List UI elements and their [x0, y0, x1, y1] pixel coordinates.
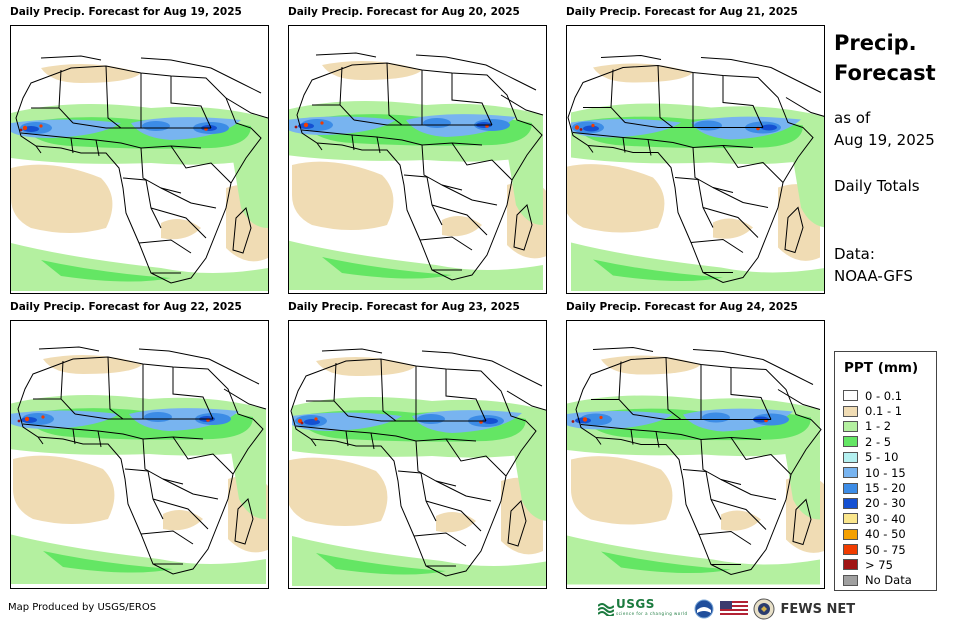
data-source-label: Data:	[834, 245, 875, 263]
data-source: Data: NOAA-GFS	[834, 243, 913, 287]
daily-totals-label: Daily Totals	[834, 177, 920, 195]
legend-label: 5 - 10	[865, 450, 899, 465]
sidebar-title: Precip. Forecast	[834, 28, 936, 88]
legend-label: 1 - 2	[865, 419, 892, 434]
legend-swatch	[843, 497, 858, 509]
precip-map	[288, 25, 547, 294]
legend-swatch	[843, 528, 858, 540]
data-source-value: NOAA-GFS	[834, 267, 913, 285]
panel-title: Daily Precip. Forecast for Aug 21, 2025	[566, 6, 798, 18]
legend-label: 30 - 40	[865, 511, 906, 526]
legend-row: 0 - 0.1	[843, 388, 912, 403]
legend-label: 0.1 - 1	[865, 404, 903, 419]
usgs-tagline: science for a changing world	[616, 611, 688, 616]
usgs-logo: USGS science for a changing world	[598, 597, 688, 619]
legend-swatch	[843, 436, 858, 448]
legend-label: > 75	[865, 557, 893, 572]
sidebar-title-line1: Precip.	[834, 31, 917, 55]
legend-swatch	[843, 451, 858, 463]
legend-row: 10 - 15	[843, 465, 912, 480]
africa-map	[289, 52, 546, 290]
as-of-value: Aug 19, 2025	[834, 131, 935, 149]
as-of-label: as of	[834, 109, 871, 127]
precip-map	[566, 25, 825, 294]
legend-row: 15 - 20	[843, 480, 912, 495]
precip-map	[10, 320, 269, 589]
legend-swatch	[843, 574, 858, 586]
panel-title: Daily Precip. Forecast for Aug 20, 2025	[288, 6, 520, 18]
us-flag-icon	[719, 601, 748, 617]
legend-row: 40 - 50	[843, 527, 912, 542]
fews-net-logo: FEWS NET	[780, 601, 856, 617]
legend-title: PPT (mm)	[844, 360, 919, 376]
usgs-logo-text: USGS	[616, 597, 655, 611]
legend-swatch	[843, 559, 858, 571]
legend-row: 0.1 - 1	[843, 403, 912, 418]
panel-title: Daily Precip. Forecast for Aug 19, 2025	[10, 6, 242, 18]
legend-swatch	[843, 420, 858, 432]
as-of-date: as of Aug 19, 2025	[834, 107, 935, 151]
legend-label: 50 - 75	[865, 542, 906, 557]
legend-label: 0 - 0.1	[865, 388, 903, 403]
legend-row: No Data	[843, 573, 912, 588]
legend-row: 30 - 40	[843, 511, 912, 526]
africa-map	[289, 348, 546, 586]
africa-map	[11, 55, 268, 291]
legend-label: 15 - 20	[865, 481, 906, 496]
legend-label: No Data	[865, 573, 912, 588]
noaa-logo-icon	[694, 599, 714, 619]
legend-row: 50 - 75	[843, 542, 912, 557]
map-credit: Map Produced by USGS/EROS	[8, 602, 157, 613]
panel-title: Daily Precip. Forecast for Aug 22, 2025	[10, 301, 242, 313]
precip-map	[10, 25, 269, 294]
logo-bar: USGS science for a changing world FEWS N…	[598, 598, 855, 620]
legend-row: 5 - 10	[843, 450, 912, 465]
africa-map	[567, 54, 824, 291]
legend-row: 1 - 2	[843, 419, 912, 434]
legend-label: 2 - 5	[865, 434, 892, 449]
panel-title: Daily Precip. Forecast for Aug 23, 2025	[288, 301, 520, 313]
legend-swatch	[843, 482, 858, 494]
precip-map	[566, 320, 825, 589]
sidebar-title-line2: Forecast	[834, 61, 936, 85]
legend-swatch	[843, 544, 858, 556]
legend-row: 20 - 30	[843, 496, 912, 511]
precip-map	[288, 320, 547, 589]
legend-label: 20 - 30	[865, 496, 906, 511]
state-dept-seal-icon	[753, 598, 775, 620]
africa-map	[567, 346, 824, 585]
legend-swatch	[843, 513, 858, 525]
africa-map	[11, 346, 268, 584]
legend-label: 40 - 50	[865, 527, 906, 542]
legend-swatch	[843, 405, 858, 417]
legend-label: 10 - 15	[865, 465, 906, 480]
legend-swatch	[843, 390, 858, 402]
legend-row: > 75	[843, 557, 912, 572]
legend-row: 2 - 5	[843, 434, 912, 449]
legend-swatch	[843, 467, 858, 479]
usgs-wave-icon	[598, 603, 614, 616]
panel-title: Daily Precip. Forecast for Aug 24, 2025	[566, 301, 798, 313]
